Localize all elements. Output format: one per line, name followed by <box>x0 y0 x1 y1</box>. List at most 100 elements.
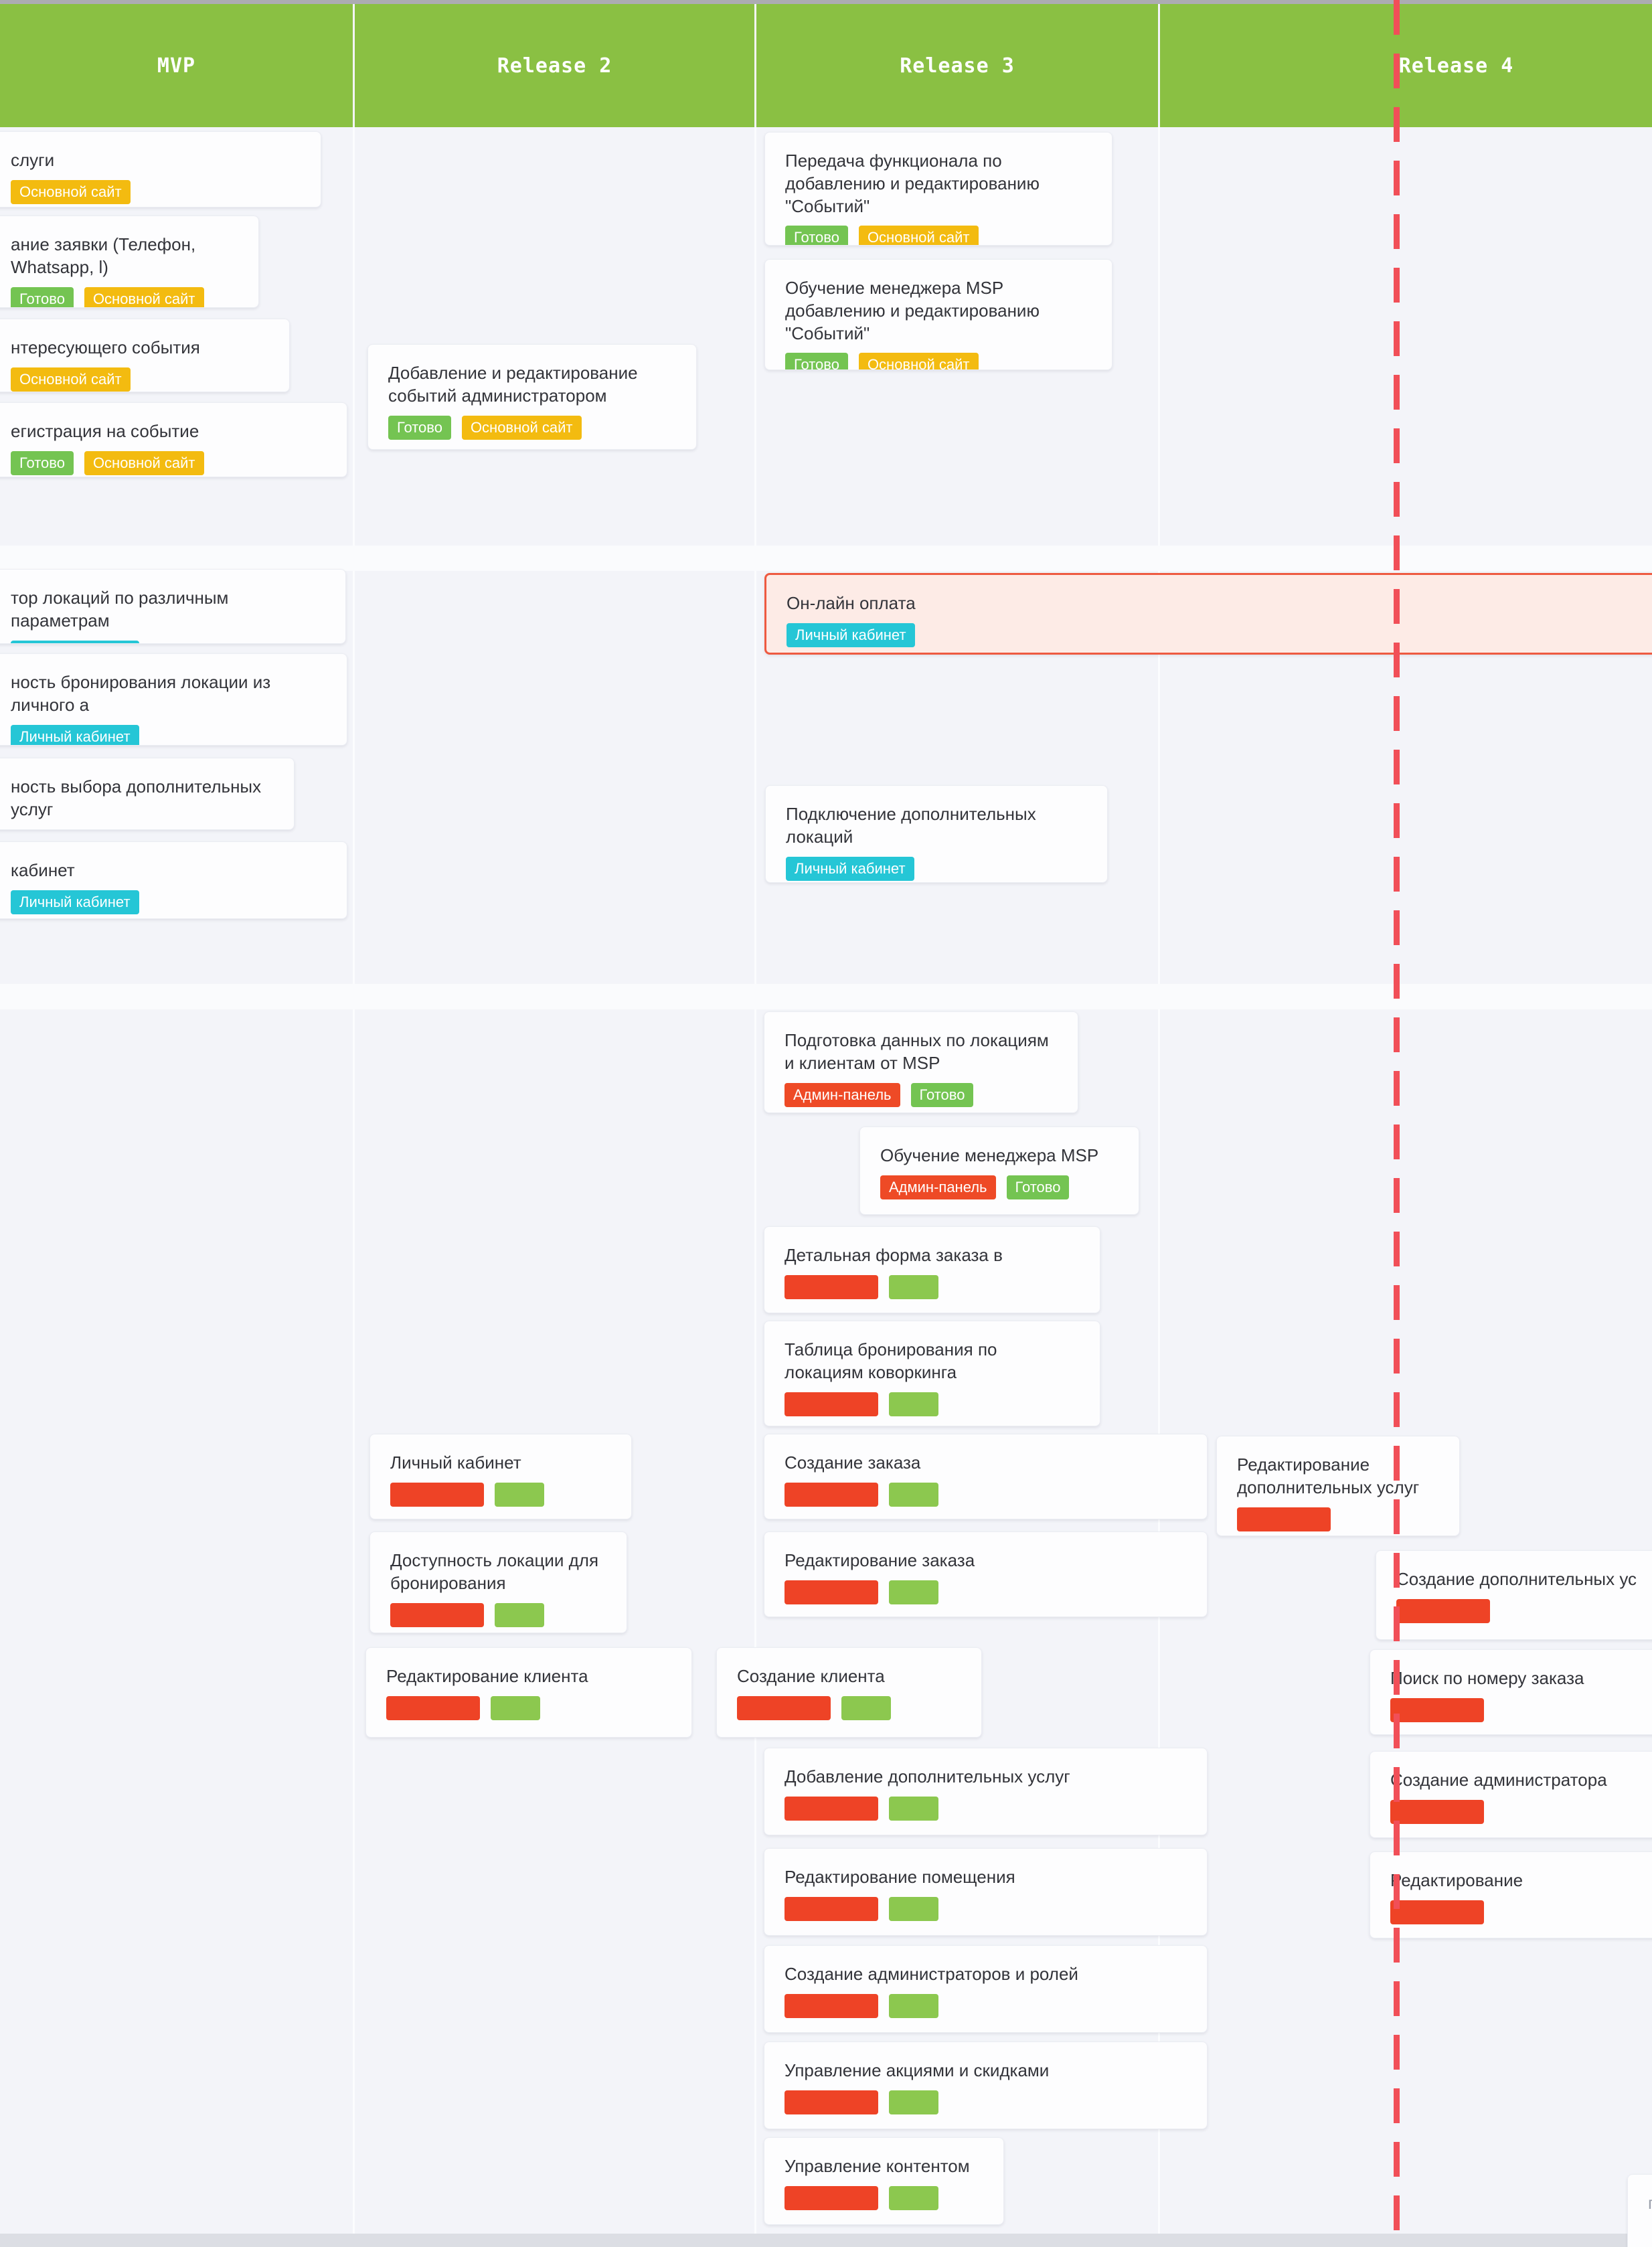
tag-main-site: Основной сайт <box>858 353 979 369</box>
status-block-green <box>889 1796 938 1821</box>
story-card[interactable]: Управление контентом <box>764 2137 1004 2225</box>
story-card[interactable]: Создание дополнительных ус <box>1376 1550 1652 1640</box>
tag-cabinet: Личный кабинет <box>787 622 915 647</box>
story-card[interactable]: Добавление дополнительных услуг <box>764 1748 1208 1835</box>
column-separator <box>754 127 756 2234</box>
story-card[interactable]: Добавление и редактирование событий адми… <box>367 344 697 450</box>
status-block-green <box>889 1993 938 2018</box>
tag-cabinet: Личный кабинет <box>786 856 914 881</box>
card-title: Обучение менеджера MSP <box>880 1145 1099 1165</box>
card-title: Таблица бронирования по локациям коворки… <box>784 1339 997 1382</box>
story-card[interactable]: Создание заказа <box>764 1434 1208 1519</box>
tag-done: Готово <box>785 353 848 369</box>
status-block-green <box>889 2090 938 2114</box>
release-header-release-4[interactable]: Release 4 <box>1160 4 1652 127</box>
card-title: ность бронирования локации из личного а <box>11 672 271 715</box>
card-title: кабинет <box>11 860 75 880</box>
story-card[interactable]: Управление акциями и скидками <box>764 2042 1208 2129</box>
story-card[interactable]: ание заявки (Телефон, Whatsapp, l) Готов… <box>0 216 259 308</box>
status-block-red <box>784 1580 878 1604</box>
story-card[interactable]: Редактирование клиента <box>365 1647 692 1738</box>
status-block-red <box>1390 1799 1484 1824</box>
release-header-mvp[interactable]: MVP <box>0 4 353 127</box>
tag-main-site: Основной сайт <box>84 286 204 307</box>
tag-main-site: Основной сайт <box>11 367 131 392</box>
status-block-red <box>784 2185 878 2210</box>
story-card[interactable]: п <box>1627 2174 1652 2247</box>
story-card[interactable]: Редактирование дополнительных услуг <box>1216 1436 1460 1536</box>
card-title: Создание администратора <box>1390 1770 1607 1790</box>
status-block-red <box>737 1695 831 1720</box>
story-card[interactable]: ность выбора дополнительных услуг Личный… <box>0 758 295 830</box>
card-title: Личный кабинет <box>390 1452 521 1473</box>
story-card[interactable]: Доступность локации для бронирования <box>369 1531 627 1633</box>
tag-main-site: Основной сайт <box>11 179 131 204</box>
tag-cabinet: Личный кабинет <box>11 890 139 914</box>
card-title: Добавление и редактирование событий адми… <box>388 363 638 406</box>
story-card[interactable]: Подключение дополнительных локаций Личны… <box>765 785 1108 883</box>
release-header-release-2[interactable]: Release 2 <box>355 4 754 127</box>
status-block-red <box>784 1274 878 1299</box>
story-card[interactable]: Редактирование <box>1370 1851 1652 1938</box>
story-card[interactable]: Создание клиента <box>716 1647 982 1738</box>
story-card[interactable]: Редактирование помещения <box>764 1848 1208 1936</box>
status-block-red <box>386 1695 480 1720</box>
story-card[interactable]: Редактирование заказа <box>764 1531 1208 1617</box>
column-separator <box>1158 127 1160 2234</box>
card-title: егистрация на событие <box>11 421 199 441</box>
story-card[interactable]: ность бронирования локации из личного а … <box>0 653 347 746</box>
status-block-green <box>889 1896 938 1921</box>
tag-done: Готово <box>785 226 848 245</box>
status-block-red <box>1396 1598 1490 1623</box>
card-title: Редактирование помещения <box>784 1867 1015 1887</box>
status-block-red <box>784 1392 878 1416</box>
status-block-red <box>390 1602 484 1627</box>
card-title: Редактирование заказа <box>784 1550 975 1570</box>
tag-cabinet: Личный кабинет <box>11 640 139 643</box>
card-title: слуги <box>11 150 55 170</box>
card-title: Редактирование клиента <box>386 1666 588 1686</box>
story-card[interactable]: Обучение менеджера MSP добавлению и реда… <box>764 259 1112 370</box>
card-title: Поиск по номеру заказа <box>1390 1668 1584 1688</box>
story-card[interactable]: Подготовка данных по локациям и клиентам… <box>764 1011 1078 1113</box>
story-card[interactable]: Личный кабинет <box>369 1434 632 1519</box>
story-card[interactable]: Обучение менеджера MSP Админ-панель Гото… <box>859 1127 1139 1215</box>
card-title: Создание заказа <box>784 1452 921 1473</box>
story-card-highlighted[interactable]: Он-лайн оплата Личный кабинет <box>764 573 1652 655</box>
status-block-red <box>784 1796 878 1821</box>
status-block-red <box>784 2090 878 2114</box>
card-title: Создание клиента <box>737 1666 885 1686</box>
story-card[interactable]: тор локаций по различным параметрам Личн… <box>0 569 346 644</box>
story-card[interactable]: кабинет Личный кабинет <box>0 841 347 919</box>
story-card[interactable]: Поиск по номеру заказа <box>1370 1649 1652 1735</box>
release-cut-dashed-line[interactable] <box>1394 0 1400 2247</box>
story-card[interactable]: Таблица бронирования по локациям коворки… <box>764 1321 1100 1426</box>
card-title: Передача функционала по добавлению и ред… <box>785 151 1040 216</box>
story-card[interactable]: Создание администраторов и ролей <box>764 1945 1208 2033</box>
release-header-label: Release 4 <box>1398 54 1514 78</box>
card-title: Создание администраторов и ролей <box>784 1964 1078 1984</box>
top-scrollbar-strip[interactable] <box>0 0 1652 4</box>
tag-main-site: Основной сайт <box>84 450 204 475</box>
card-title: п <box>1648 2192 1652 2215</box>
story-card[interactable]: егистрация на событие Готово Основной са… <box>0 402 347 477</box>
bottom-scrollbar-strip[interactable] <box>0 2234 1652 2247</box>
card-title: Управление контентом <box>784 2156 970 2176</box>
release-header-release-3[interactable]: Release 3 <box>756 4 1158 127</box>
story-card[interactable]: Создание администратора <box>1370 1751 1652 1838</box>
story-card[interactable]: нтересующего события Основной сайт <box>0 319 290 392</box>
release-header-label: Release 2 <box>497 54 612 78</box>
story-card[interactable]: Детальная форма заказа в <box>764 1226 1100 1313</box>
status-block-red <box>1237 1507 1331 1531</box>
story-card[interactable]: Передача функционала по добавлению и ред… <box>764 132 1112 246</box>
card-title: Он-лайн оплата <box>787 593 916 613</box>
status-block-green <box>495 1482 544 1507</box>
card-title: Детальная форма заказа в <box>784 1245 1003 1265</box>
lane-separator <box>0 984 1652 1009</box>
story-card[interactable]: слуги Основной сайт <box>0 131 321 207</box>
card-title: ание заявки (Телефон, Whatsapp, l) <box>11 234 196 277</box>
status-block-green <box>841 1695 891 1720</box>
release-header-label: MVP <box>157 54 196 78</box>
card-title: ность выбора дополнительных услуг <box>11 776 262 819</box>
lane-separator <box>0 546 1652 571</box>
